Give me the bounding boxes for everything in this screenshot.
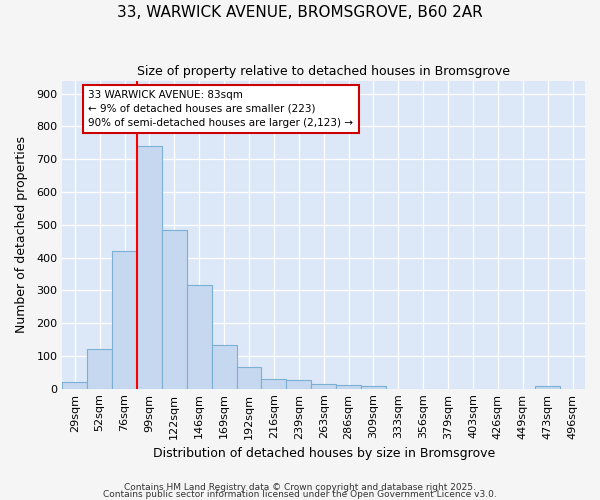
Bar xyxy=(212,345,236,389)
Bar xyxy=(336,386,361,388)
Text: 33 WARWICK AVENUE: 83sqm
← 9% of detached houses are smaller (223)
90% of semi-d: 33 WARWICK AVENUE: 83sqm ← 9% of detache… xyxy=(88,90,353,128)
X-axis label: Distribution of detached houses by size in Bromsgrove: Distribution of detached houses by size … xyxy=(152,447,495,460)
Bar xyxy=(162,230,187,388)
Bar xyxy=(87,350,112,389)
Bar xyxy=(311,384,336,388)
Bar xyxy=(286,380,311,388)
Bar xyxy=(262,379,286,388)
Text: Contains public sector information licensed under the Open Government Licence v3: Contains public sector information licen… xyxy=(103,490,497,499)
Title: Size of property relative to detached houses in Bromsgrove: Size of property relative to detached ho… xyxy=(137,65,510,78)
Text: Contains HM Land Registry data © Crown copyright and database right 2025.: Contains HM Land Registry data © Crown c… xyxy=(124,484,476,492)
Y-axis label: Number of detached properties: Number of detached properties xyxy=(15,136,28,333)
Bar xyxy=(112,251,137,388)
Bar xyxy=(236,368,262,388)
Bar xyxy=(187,286,212,389)
Bar xyxy=(62,382,87,388)
Bar xyxy=(535,386,560,388)
Bar xyxy=(361,386,386,388)
Bar xyxy=(137,146,162,388)
Text: 33, WARWICK AVENUE, BROMSGROVE, B60 2AR: 33, WARWICK AVENUE, BROMSGROVE, B60 2AR xyxy=(117,5,483,20)
